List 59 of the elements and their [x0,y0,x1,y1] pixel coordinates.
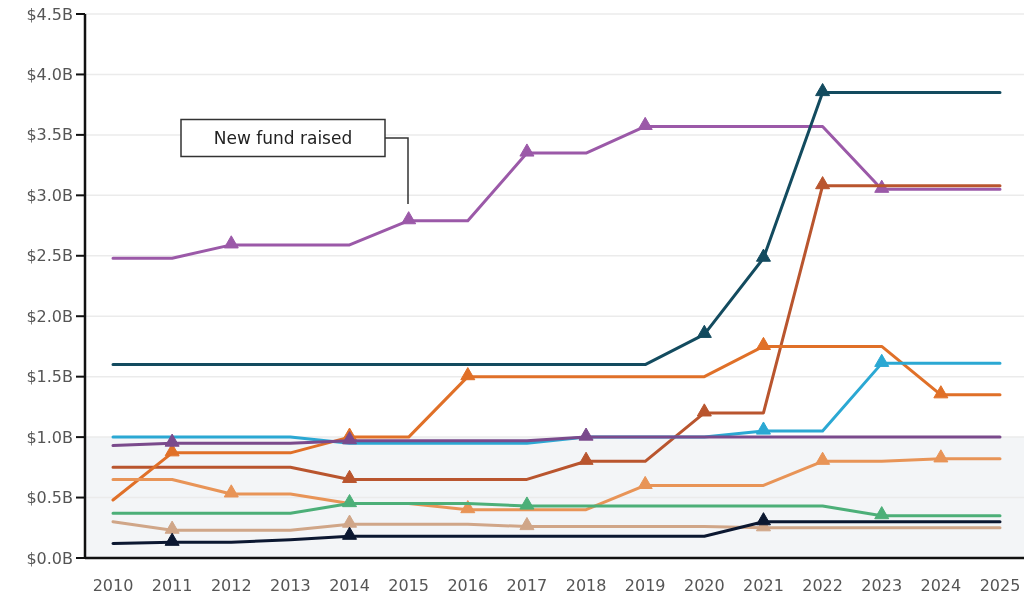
x-tick-label: 2012 [210,576,252,595]
y-tick-label: $1.0B [26,427,73,447]
x-tick-label: 2022 [802,576,843,595]
x-tick-label: 2013 [270,576,311,595]
point [933,385,949,399]
point [578,451,594,465]
y-tick-label: $4.5B [26,4,73,24]
x-tick-label: 2011 [151,576,193,595]
y-tick-label: $1.5B [26,367,73,387]
point [874,353,890,367]
point [223,235,239,249]
point [755,421,771,435]
y-tick-label: $2.5B [26,246,73,266]
point [519,496,535,510]
point [164,433,180,447]
x-tick-label: 2023 [861,576,903,595]
point [578,427,594,441]
y-tick-label: $2.0B [26,306,73,326]
point [637,475,653,490]
point [933,449,949,463]
point [519,143,535,157]
x-tick-label: 2010 [92,576,134,595]
point [696,403,712,417]
point [223,484,239,498]
x-tick-label: 2014 [329,576,370,595]
point [815,176,831,190]
x-tick-label: 2024 [920,576,962,595]
y-tick-label: $0.0B [26,548,73,568]
y-tick-label: $3.0B [26,185,73,205]
point [342,494,358,508]
point [815,451,831,465]
x-tick-label: 2019 [624,576,666,595]
point [637,116,653,130]
point [696,324,712,338]
x-tick-label: 2018 [565,576,607,595]
y-tick-label: $4.0B [26,64,73,84]
x-tick-label: 2015 [388,576,430,595]
point [164,532,180,546]
point [755,512,771,526]
point [460,367,476,381]
point [874,506,890,520]
y-tick-label: $0.5B [26,488,73,508]
point [755,248,771,262]
point [815,82,831,97]
point [755,336,771,350]
point [342,431,358,445]
point [519,516,535,531]
y-tick-label: $3.5B [26,125,73,145]
x-tick-label: 2020 [683,576,725,595]
point [342,469,358,483]
x-tick-label: 2025 [979,576,1021,595]
annotation: New fund raised [213,128,353,148]
x-tick-label: 2016 [447,576,489,595]
point [342,514,358,528]
point [401,211,417,225]
x-tick-label: 2021 [743,576,784,595]
x-tick-label: 2017 [506,576,548,595]
point [342,526,358,540]
point [164,520,180,534]
